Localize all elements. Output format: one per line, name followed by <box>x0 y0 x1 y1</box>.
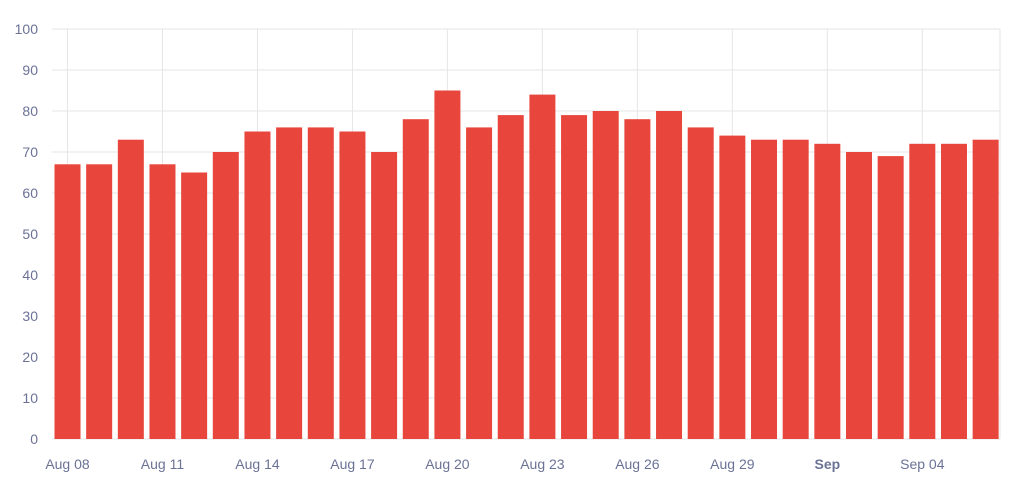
bar-aug-27[interactable] <box>656 111 683 439</box>
bar-aug-17[interactable] <box>339 131 366 440</box>
bar-aug-23[interactable] <box>529 94 556 439</box>
bar-aug-22[interactable] <box>497 115 524 439</box>
bar-aug-16[interactable] <box>307 127 334 440</box>
x-tick-label: Aug 20 <box>425 456 470 472</box>
bar-aug-25[interactable] <box>592 111 619 439</box>
y-tick-label: 90 <box>22 62 38 78</box>
bar-aug-09[interactable] <box>86 164 113 440</box>
bar-aug-10[interactable] <box>117 139 144 439</box>
bar-aug-24[interactable] <box>561 115 588 439</box>
bar-aug-11[interactable] <box>149 164 176 440</box>
bar-sep-03[interactable] <box>877 156 904 439</box>
x-tick-label: Sep <box>814 456 840 472</box>
bar-sep-06[interactable] <box>972 139 999 439</box>
y-tick-label: 50 <box>22 226 38 242</box>
bar-aug-19[interactable] <box>402 119 429 439</box>
bar-aug-20[interactable] <box>434 90 461 440</box>
bar-aug-08[interactable] <box>54 164 81 440</box>
y-tick-label: 60 <box>22 185 38 201</box>
x-tick-label: Aug 08 <box>45 456 90 472</box>
bar-aug-21[interactable] <box>466 127 493 440</box>
y-tick-label: 40 <box>22 267 38 283</box>
y-tick-label: 100 <box>15 21 39 37</box>
bar-aug-13[interactable] <box>212 152 239 439</box>
bars <box>54 90 999 440</box>
bar-aug-26[interactable] <box>624 119 651 439</box>
bar-sep-05[interactable] <box>940 143 967 440</box>
bar-aug-18[interactable] <box>371 152 398 439</box>
bar-aug-31[interactable] <box>782 139 809 439</box>
x-tick-label: Aug 29 <box>710 456 755 472</box>
y-tick-label: 80 <box>22 103 38 119</box>
x-tick-label: Aug 26 <box>615 456 660 472</box>
bar-aug-29[interactable] <box>719 135 746 439</box>
x-tick-label: Sep 04 <box>900 456 945 472</box>
y-tick-label: 0 <box>30 431 38 447</box>
bar-aug-14[interactable] <box>244 131 271 440</box>
bar-aug-28[interactable] <box>687 127 714 440</box>
y-axis: 0 10 20 30 40 50 60 70 80 90 100 <box>15 21 39 447</box>
bar-aug-30[interactable] <box>751 139 778 439</box>
bar-sep-02[interactable] <box>846 152 872 439</box>
bar-sep-01[interactable] <box>814 143 841 440</box>
x-tick-label: Aug 23 <box>520 456 565 472</box>
y-tick-label: 30 <box>22 308 38 324</box>
bar-aug-12[interactable] <box>181 172 208 440</box>
y-tick-label: 10 <box>22 390 38 406</box>
x-axis: Aug 08 Aug 11 Aug 14 Aug 17 Aug 20 Aug 23 Aug … <box>45 456 944 472</box>
x-tick-label: Aug 17 <box>330 456 375 472</box>
bar-sep-04[interactable] <box>909 143 936 440</box>
y-tick-label: 20 <box>22 349 38 365</box>
x-tick-label: Aug 11 <box>141 456 185 472</box>
x-tick-label: Aug 14 <box>235 456 280 472</box>
bar-aug-15[interactable] <box>276 127 303 440</box>
y-tick-label: 70 <box>22 144 38 160</box>
